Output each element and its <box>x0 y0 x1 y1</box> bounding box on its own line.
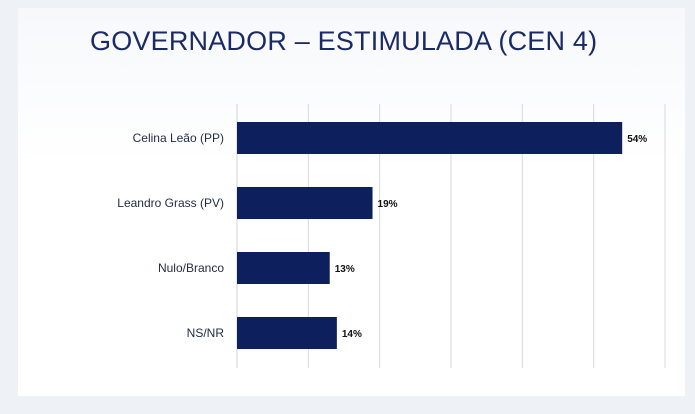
slide: GOVERNADOR – ESTIMULADA (CEN 4) <box>18 8 685 396</box>
chart-bars <box>237 122 623 349</box>
category-labels: Celina Leão (PP) Leandro Grass (PV) Nulo/B… <box>117 131 224 340</box>
slide-title: GOVERNADOR – ESTIMULADA (CEN 4) <box>90 26 598 56</box>
category-label: Leandro Grass (PV) <box>117 196 224 210</box>
value-label: 54% <box>627 134 647 145</box>
bar <box>237 317 337 349</box>
bar <box>237 122 623 154</box>
bar <box>237 252 330 284</box>
category-label: NS/NR <box>187 326 225 340</box>
value-label: 14% <box>342 329 362 340</box>
footer-strip <box>0 396 695 414</box>
value-label: 19% <box>378 199 398 210</box>
bar <box>237 187 373 219</box>
value-label: 13% <box>335 264 355 275</box>
category-label: Nulo/Branco <box>158 261 224 275</box>
value-labels: 54% 19% 13% 14% <box>335 134 648 340</box>
category-label: Celina Leão (PP) <box>133 131 224 145</box>
